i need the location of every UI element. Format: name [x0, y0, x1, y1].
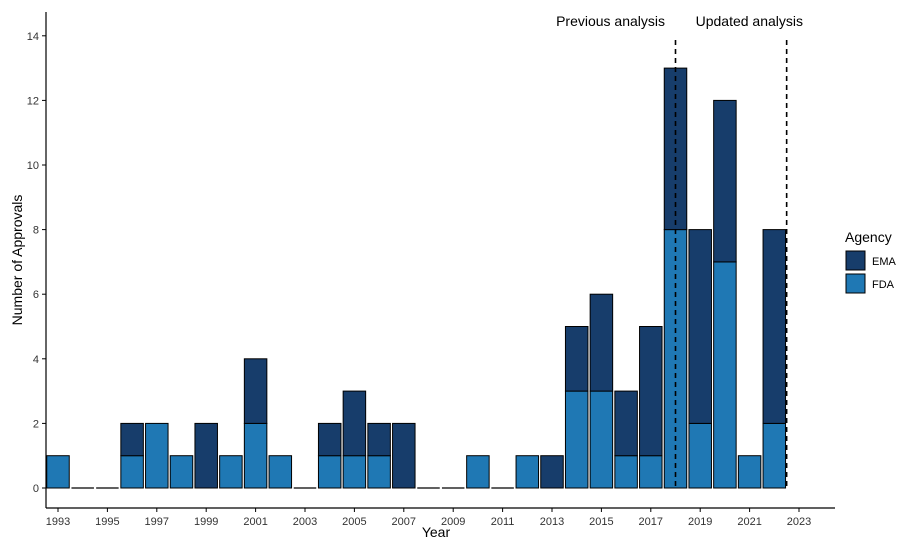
x-tick-label-2015: 2015: [589, 516, 613, 528]
legend: Agency EMA FDA: [845, 229, 897, 294]
reference-lines: [674, 40, 788, 488]
bars-layer: [46, 67, 787, 489]
bar-ema-2006: [367, 422, 391, 457]
bar-fda-2010: [466, 455, 490, 489]
legend-swatch-fda: [845, 273, 866, 294]
annotation-1: Previous analysis: [556, 13, 665, 29]
x-tick-label-1993: 1993: [46, 516, 70, 528]
x-tick-label-2007: 2007: [392, 516, 416, 528]
bar-fda-1997: [145, 422, 169, 489]
x-tick-label-2001: 2001: [243, 516, 267, 528]
bar-fda-2017: [639, 455, 663, 489]
x-tick-label-2009: 2009: [441, 516, 465, 528]
bar-ema-2004: [317, 422, 342, 457]
y-tick-label-8: 8: [33, 225, 39, 237]
x-tick-label-1999: 1999: [194, 516, 218, 528]
legend-title: Agency: [845, 229, 892, 245]
x-tick-label-2017: 2017: [639, 516, 663, 528]
bar-fda-2022: [762, 422, 787, 489]
legend-swatch-ema: [845, 250, 866, 271]
legend-label-fda: FDA: [872, 279, 895, 291]
bar-fda-2021: [737, 455, 762, 489]
annotation-2: Updated analysis: [696, 13, 803, 29]
y-tick-label-10: 10: [27, 160, 39, 172]
bar-fda-1993: [46, 455, 70, 489]
y-tick-label-4: 4: [33, 354, 39, 366]
bar-ema-2007: [392, 422, 416, 489]
annotations: Previous analysis Updated analysis: [556, 13, 803, 29]
y-axis-title: Number of Approvals: [9, 195, 25, 326]
y-tick-label-2: 2: [33, 418, 39, 430]
bar-fda-2014: [564, 390, 589, 489]
bar-ema-2015: [589, 293, 614, 392]
x-tick-label-2003: 2003: [293, 516, 317, 528]
bar-fda-2005: [342, 455, 367, 489]
y-tick-label-0: 0: [33, 483, 39, 495]
bar-ema-2014: [564, 326, 589, 392]
x-tick-label-1995: 1995: [95, 516, 119, 528]
bar-ema-1999: [194, 422, 218, 489]
x-axis-title: Year: [422, 524, 451, 540]
bar-ema-2017: [639, 326, 663, 457]
y-tick-label-6: 6: [33, 289, 39, 301]
bar-fda-2012: [515, 455, 540, 489]
bar-fda-1996: [120, 455, 144, 489]
bar-fda-2019: [688, 422, 712, 489]
bar-fda-2016: [614, 455, 638, 489]
x-tick-label-1997: 1997: [145, 516, 169, 528]
y-tick-label-12: 12: [27, 95, 39, 107]
bar-fda-2015: [589, 390, 614, 489]
x-tick-label-2005: 2005: [342, 516, 366, 528]
x-tick-label-2019: 2019: [688, 516, 712, 528]
bar-ema-2022: [762, 229, 787, 424]
bar-fda-2020: [713, 261, 737, 489]
axes: 0 2 4 6 8 10 12 14 1993 1995 1997 1999 2001 2003 2005 2…: [9, 12, 835, 540]
bar-ema-2005: [342, 390, 367, 457]
bar-fda-1998: [169, 455, 194, 489]
bar-ema-2013: [540, 455, 564, 489]
bar-fda-2004: [317, 455, 342, 489]
bar-fda-2002: [268, 455, 293, 489]
x-tick-label-2021: 2021: [737, 516, 761, 528]
x-tick-label-2011: 2011: [491, 516, 515, 528]
bar-ema-2019: [688, 229, 712, 424]
legend-label-ema: EMA: [872, 256, 897, 268]
bar-ema-1996: [120, 422, 144, 457]
bar-fda-2006: [367, 455, 391, 489]
x-tick-label-2013: 2013: [540, 516, 564, 528]
bar-ema-2016: [614, 390, 638, 457]
x-tick-label-2023: 2023: [787, 516, 811, 528]
bar-ema-2001: [243, 358, 268, 424]
y-tick-label-14: 14: [27, 31, 39, 43]
bar-fda-2001: [243, 422, 268, 489]
bar-ema-2020: [713, 99, 737, 263]
bar-fda-2000: [219, 455, 243, 489]
